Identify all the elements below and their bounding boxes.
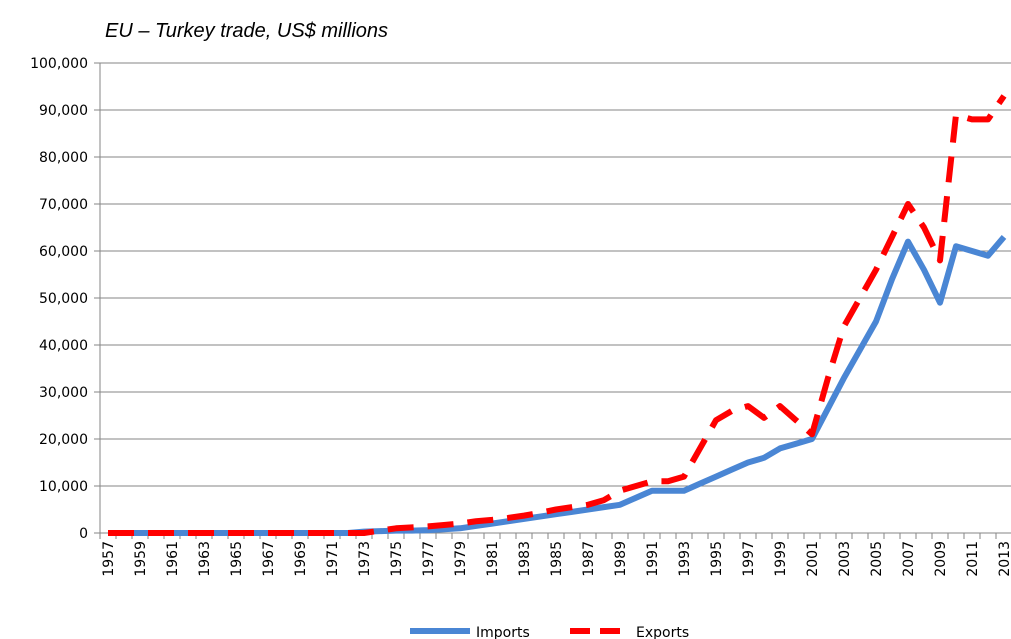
x-tick-label: 2005 [869, 541, 885, 577]
x-tick-label: 2003 [837, 541, 853, 577]
y-tick-label: 100,000 [30, 56, 88, 72]
y-tick-label: 70,000 [39, 197, 88, 213]
x-tick-label: 1981 [485, 541, 501, 577]
chart-subtitle: EU – Turkey trade, US$ millions [105, 20, 388, 42]
x-tick-label: 1967 [261, 541, 277, 577]
x-tick-label: 1985 [549, 541, 565, 577]
x-tick-label: 1957 [101, 541, 117, 577]
x-tick-label: 2009 [933, 541, 949, 577]
y-tick-label: 40,000 [39, 338, 88, 354]
x-tick-label: 1959 [133, 541, 149, 577]
x-tick-label: 1969 [293, 541, 309, 577]
legend-label: Exports [636, 625, 689, 639]
y-tick-label: 20,000 [39, 432, 88, 448]
x-tick-label: 1971 [325, 541, 341, 577]
x-tick-label: 1965 [229, 541, 245, 577]
x-tick-label: 1973 [357, 541, 373, 577]
x-tick-label: 2011 [965, 541, 981, 577]
y-tick-label: 60,000 [39, 244, 88, 260]
y-tick-label: 50,000 [39, 291, 88, 307]
legend-label: Imports [476, 625, 530, 639]
x-tick-label: 1977 [421, 541, 437, 577]
x-tick-label: 1999 [773, 541, 789, 577]
x-tick-label: 1983 [517, 541, 533, 577]
x-tick-label: 1997 [741, 541, 757, 577]
x-tick-label: 2013 [997, 541, 1011, 577]
x-tick-label: 1961 [165, 541, 181, 577]
x-tick-label: 1995 [709, 541, 725, 577]
y-tick-label: 90,000 [39, 103, 88, 119]
x-tick-label: 1979 [453, 541, 469, 577]
x-tick-label: 2007 [901, 541, 917, 577]
x-tick-label: 1963 [197, 541, 213, 577]
y-tick-label: 10,000 [39, 479, 88, 495]
x-tick-label: 1975 [389, 541, 405, 577]
x-tick-label: 2001 [805, 541, 821, 577]
x-tick-label: 1993 [677, 541, 693, 577]
x-tick-label: 1991 [645, 541, 661, 577]
y-tick-label: 30,000 [39, 385, 88, 401]
series-line [108, 94, 1007, 536]
series-line [108, 234, 1007, 536]
y-tick-label: 0 [79, 526, 88, 542]
x-tick-label: 1989 [613, 541, 629, 577]
y-tick-label: 80,000 [39, 150, 88, 166]
x-tick-label: 1987 [581, 541, 597, 577]
